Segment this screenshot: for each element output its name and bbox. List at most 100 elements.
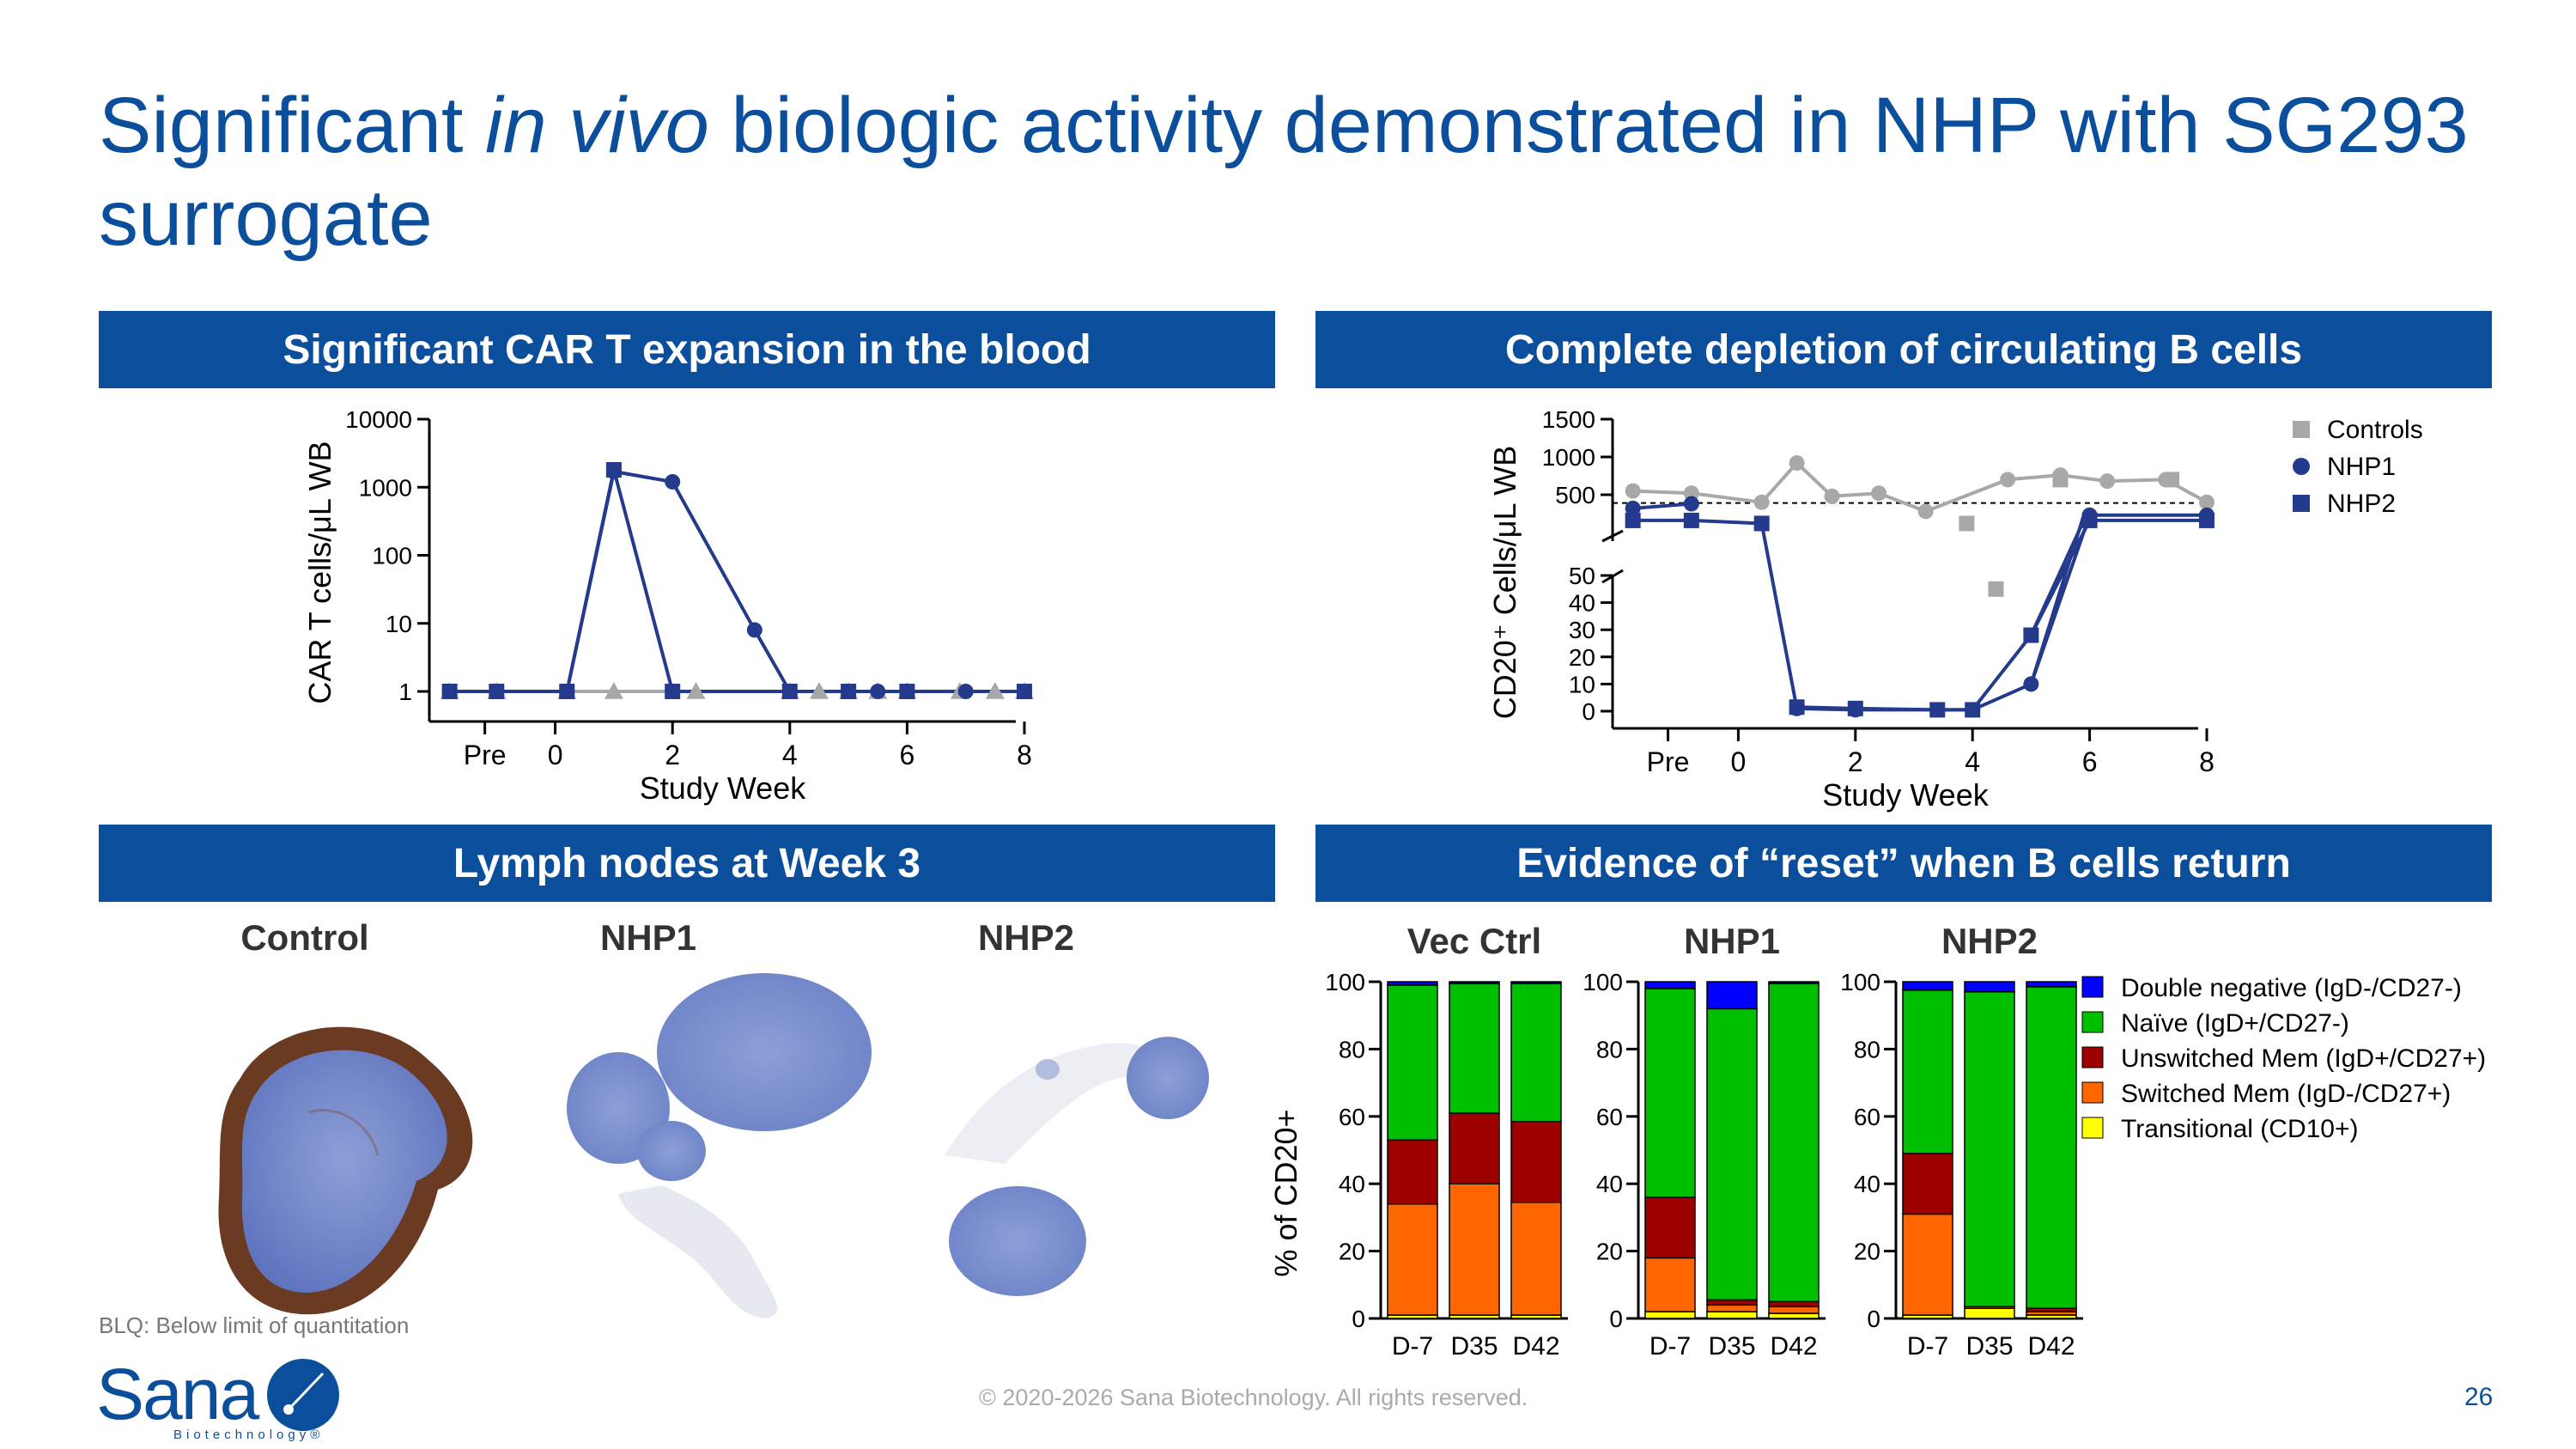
bar-segment [1768, 1306, 1820, 1314]
bar-segment [1449, 1183, 1500, 1316]
y-tick-label: 60 [1339, 1104, 1365, 1130]
x-tick-label: D-7 [1392, 1332, 1433, 1361]
data-point-nhp2 [1753, 515, 1770, 532]
lymph-node-nhp1-image [567, 973, 872, 1318]
break-connector-nhp1 [1759, 523, 1799, 709]
bar-segment [1644, 981, 1696, 989]
bar-segment [1706, 1299, 1758, 1306]
legend-label: Unswitched Mem (IgD+/CD27+) [2121, 1044, 2486, 1073]
x-tick-label: 0 [1731, 746, 1747, 777]
bar-segment [1902, 1213, 1953, 1316]
y-tick-label: 80 [1339, 1036, 1365, 1062]
x-tick-label: 8 [1017, 740, 1032, 770]
bar-segment [2026, 981, 2077, 988]
data-point-nhp2 [1929, 702, 1946, 718]
lymph-node-control-image [218, 1026, 473, 1315]
bar-segment [1449, 981, 1500, 984]
y-tick-label: 100 [1583, 969, 1623, 995]
data-point-controls-square [2164, 472, 2180, 488]
x-tick-label: 2 [665, 740, 680, 770]
bar-segment [1964, 991, 2015, 1308]
banner-b-cells: Complete depletion of circulating B cell… [1315, 311, 2492, 388]
data-point-nhp2 [559, 684, 575, 699]
bar-segment [1706, 1311, 1758, 1319]
data-point-nhp2 [899, 684, 915, 699]
logo-compass-icon [267, 1358, 340, 1431]
axis-break-mark [1601, 529, 1624, 543]
data-point-controls [2099, 473, 2116, 490]
y-tick-label: 1 [398, 679, 412, 705]
data-point-controls [1789, 455, 1805, 472]
y-tick-label: 0 [1582, 698, 1595, 725]
bar-segment [1902, 989, 1953, 1154]
title-italic: in vivo [485, 82, 709, 169]
bar-segment [1387, 1202, 1438, 1316]
y-tick-label: 80 [1854, 1036, 1880, 1062]
y-tick-label: 40 [1339, 1171, 1365, 1197]
bar-segment [1768, 1312, 1820, 1319]
legend-marker [2293, 421, 2310, 438]
y-tick-label: 100 [1325, 969, 1365, 995]
sana-logo: Sana Biotechnology® [96, 1353, 342, 1442]
blq-footnote: BLQ: Below limit of quantitation [99, 1312, 410, 1338]
data-point-controls-square [1959, 515, 1975, 532]
y-tick-label: 10 [1569, 671, 1595, 697]
legend-swatch [2081, 1046, 2104, 1068]
data-point-nhp2 [1847, 700, 1863, 716]
legend-label: Double negative (IgD-/CD27-) [2121, 974, 2462, 1002]
y-tick-label: 0 [1609, 1306, 1623, 1332]
bar-segment [1706, 1304, 1758, 1312]
y-tick-label: 100 [1840, 969, 1880, 995]
y-tick-label: 500 [1555, 482, 1595, 508]
bar-segment [1510, 1202, 1562, 1316]
data-point-nhp2 [1625, 512, 1641, 528]
x-tick-label: 4 [782, 740, 798, 770]
legend-label: Switched Mem (IgD-/CD27+) [2121, 1080, 2451, 1108]
y-tick-label: 10 [386, 611, 412, 637]
data-point-controls [2000, 472, 2016, 488]
legend-label: Controls [2327, 416, 2423, 444]
data-point-controls [1753, 494, 1770, 510]
data-point-controls [1871, 485, 1887, 502]
legend-label: Naïve (IgD+/CD27-) [2121, 1009, 2349, 1038]
data-point-nhp2 [1683, 512, 1699, 528]
banner-car-t: Significant CAR T expansion in the blood [99, 311, 1275, 388]
bar-segment [1510, 983, 1562, 1123]
x-tick-label: D42 [2027, 1332, 2075, 1361]
break-connector-nhp2 [2029, 520, 2086, 636]
y-tick-label: 1500 [1542, 406, 1595, 433]
x-tick-label: 8 [2199, 746, 2215, 777]
data-point-controls-square [2052, 472, 2069, 488]
y-tick-label: 20 [1596, 1239, 1623, 1265]
bar-segment [1768, 983, 1820, 1303]
lymph-label-nhp2: NHP2 [977, 917, 1075, 958]
data-point-controls [1683, 485, 1699, 502]
y-tick-label: 1000 [359, 474, 412, 501]
y-tick-label: 0 [1352, 1306, 1365, 1332]
data-point-nhp2 [781, 684, 798, 699]
bar-segment [1387, 984, 1438, 1141]
bar-segment [1510, 1120, 1562, 1203]
data-point-controls [809, 682, 829, 699]
bar-segment [1644, 1311, 1696, 1319]
data-point-controls [985, 682, 1005, 699]
data-point-nhp2 [2199, 512, 2215, 528]
legend-label: NHP1 [2327, 453, 2396, 481]
data-point-controls [1824, 488, 1840, 504]
bar-segment [1964, 981, 2015, 993]
legend-marker [2293, 495, 2310, 512]
data-point-nhp2 [841, 684, 857, 699]
bar-segment [1964, 1307, 2015, 1319]
y-axis-title: CAR T cells/μL WB [302, 441, 337, 703]
data-point-nhp2 [2023, 627, 2039, 643]
copyright: © 2020-2026 Sana Biotechnology. All righ… [979, 1385, 1528, 1410]
logo-subtitle: Biotechnology® [173, 1428, 325, 1442]
lymph-label-control: Control [240, 917, 369, 958]
bar-segment [1706, 981, 1758, 1010]
data-point-nhp1 [1683, 496, 1699, 512]
x-axis-title: Study Week [640, 770, 806, 806]
data-point-controls [1917, 503, 1934, 520]
data-point-nhp2 [665, 684, 681, 699]
logo-wordmark: Sana [96, 1354, 259, 1434]
